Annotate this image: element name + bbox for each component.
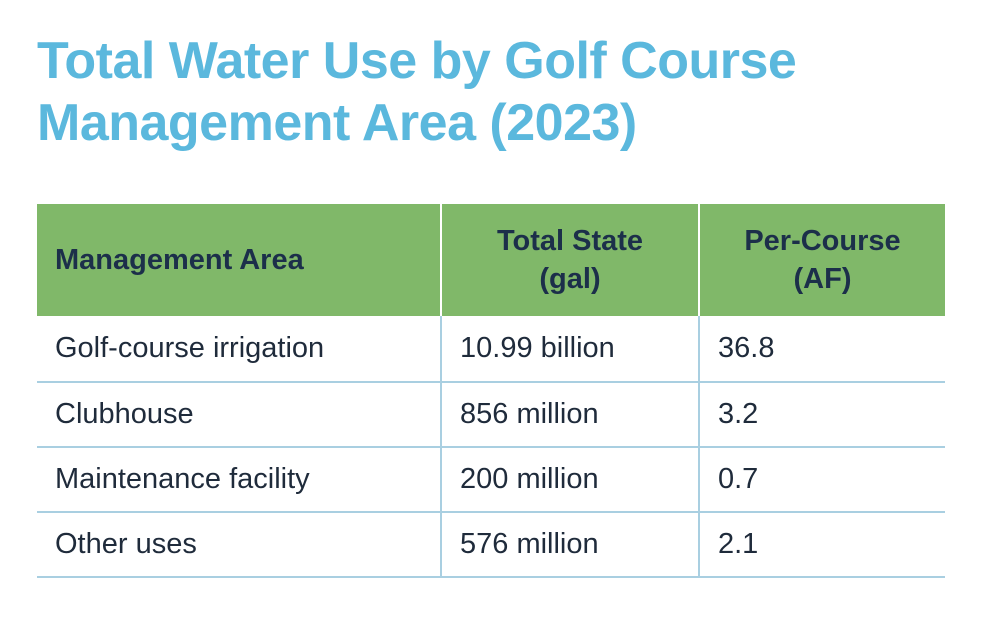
cell-total-state: 200 million (440, 447, 699, 513)
header-per-course-unit: (AF) (793, 263, 852, 295)
cell-management-area: Golf-course irrigation (37, 316, 441, 383)
water-use-table: Management Area Total State (gal) Per-Co… (37, 204, 945, 578)
header-management-area: Management Area (37, 204, 441, 316)
cell-per-course: 0.7 (698, 447, 945, 513)
cell-per-course: 2.1 (698, 512, 945, 578)
title-line-2: Management Area (2023) (37, 94, 637, 152)
table-row: Clubhouse 856 million 3.2 (37, 382, 945, 448)
cell-management-area: Maintenance facility (37, 447, 441, 513)
cell-management-area: Clubhouse (37, 382, 441, 448)
header-per-course-label: Per-Course (744, 225, 901, 257)
title-line-1: Total Water Use by Golf Course (37, 32, 797, 90)
table-body: Golf-course irrigation 10.99 billion 36.… (37, 316, 945, 578)
cell-per-course: 3.2 (698, 382, 945, 448)
header-total-state-unit: (gal) (539, 263, 601, 295)
cell-management-area: Other uses (37, 512, 441, 578)
cell-total-state: 10.99 billion (440, 316, 699, 383)
header-total-state-label: Total State (496, 225, 644, 257)
table-row: Golf-course irrigation 10.99 billion 36.… (37, 316, 945, 383)
cell-total-state: 576 million (440, 512, 699, 578)
cell-total-state: 856 million (440, 382, 699, 448)
table-row: Other uses 576 million 2.1 (37, 512, 945, 578)
header-per-course: Per-Course (AF) (698, 204, 945, 316)
header-row: Management Area Total State (gal) Per-Co… (37, 204, 945, 316)
page-title: Total Water Use by Golf Course Managemen… (37, 30, 977, 154)
table-header: Management Area Total State (gal) Per-Co… (37, 204, 945, 316)
header-total-state: Total State (gal) (440, 204, 699, 316)
table-row: Maintenance facility 200 million 0.7 (37, 447, 945, 513)
header-management-area-label: Management Area (55, 244, 304, 276)
cell-per-course: 36.8 (698, 316, 945, 383)
